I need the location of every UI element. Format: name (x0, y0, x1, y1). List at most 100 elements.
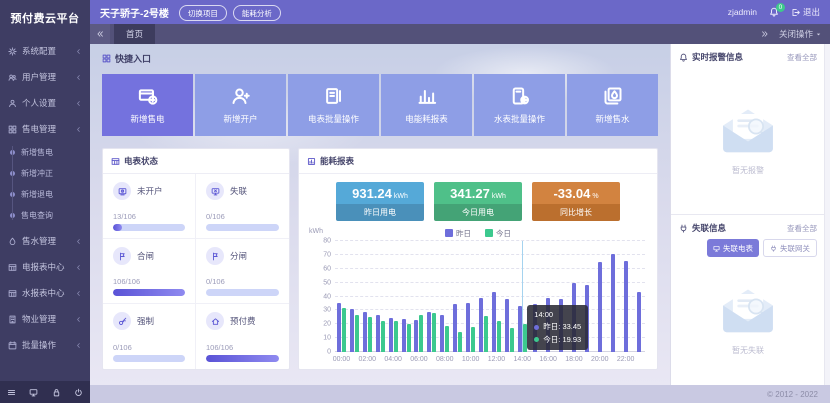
y-tick-label: 0 (327, 348, 331, 356)
tooltip-title: 14:00 (534, 309, 554, 319)
sidebar-item-0[interactable]: 系统配置 (0, 38, 90, 64)
bar-group-23:00[interactable] (632, 241, 645, 352)
bar-group-08:00[interactable] (438, 241, 451, 352)
chart-bar (362, 312, 367, 352)
offline-view-all-link[interactable]: 查看全部 (787, 223, 817, 233)
energy-stat-label: 同比增长 (532, 204, 620, 221)
monitor-x-icon (211, 187, 220, 196)
quick-button-label: 电表批量操作 (307, 113, 359, 124)
offline-empty-text: 暂无失联 (732, 346, 764, 355)
sidebar-item-6[interactable]: 水报表中心 (0, 280, 90, 306)
meter-icon (118, 187, 127, 196)
footer: © 2012 - 2022 (90, 385, 830, 403)
sidebar-item-4[interactable]: 售水管理 (0, 228, 90, 254)
close-operations-dropdown[interactable]: 关闭操作 (779, 28, 822, 40)
tab-bar-right: 关闭操作 (761, 24, 830, 44)
quick-button-3[interactable]: 电能耗报表 (381, 74, 472, 136)
chev-left-icon (75, 238, 82, 245)
meter-cell-top: 强制 (113, 312, 185, 330)
alarm-view-all-link[interactable]: 查看全部 (787, 52, 817, 62)
header-button-0[interactable]: 切换项目 (178, 5, 227, 22)
meter-progress-track (113, 289, 185, 296)
bar-group-20:00[interactable] (593, 241, 606, 352)
quick-button-5[interactable]: 新增售水 (567, 74, 658, 136)
tab-bar: 首页 关闭操作 (90, 24, 830, 44)
offline-tab-label: 失联网关 (780, 243, 810, 253)
bar-group-07:00[interactable] (425, 241, 438, 352)
bar-group-13:00[interactable] (503, 241, 516, 352)
sidebar-subitem[interactable]: 新增退电 (0, 184, 90, 205)
chart-axis-pointer (522, 241, 524, 352)
sidebar-item-5[interactable]: 电报表中心 (0, 254, 90, 280)
meter-cell-value: 106/106 (206, 343, 234, 352)
quick-button-4[interactable]: 水表批量操作 (474, 74, 565, 136)
bar-group-09:00[interactable] (451, 241, 464, 352)
app-logo: 预付费云平台 (10, 13, 80, 25)
plug-icon (770, 245, 777, 252)
header-button-1[interactable]: 能耗分析 (232, 5, 281, 22)
quick-button-2[interactable]: 电表批量操作 (288, 74, 379, 136)
legend-item[interactable]: 昨日 (445, 228, 471, 239)
quick-button-label: 电能耗报表 (405, 113, 448, 124)
sidebar-item-2[interactable]: 个人设置 (0, 90, 90, 116)
chart-plot[interactable]: 0 10 20 30 40 50 60 70 80 14:00 昨日: 33.45 今日: 19.93 (323, 238, 645, 356)
chart-bar (367, 316, 372, 352)
monitor-icon (713, 245, 720, 252)
chart-bars (335, 241, 645, 352)
quick-button-0[interactable]: 新增售电 (102, 74, 193, 136)
sidebar-subitem[interactable]: 新增冲正 (0, 163, 90, 184)
alarm-empty-state: 暂无报警 (671, 68, 825, 214)
grid-line: 70 (323, 251, 645, 258)
bar-group-01:00[interactable] (348, 241, 361, 352)
sidebar-item-1[interactable]: 用户管理 (0, 64, 90, 90)
meter-cell-value: 0/106 (206, 277, 225, 286)
chart-bar (414, 320, 419, 352)
offline-tab-0[interactable]: 失联电表 (707, 239, 759, 257)
sidebar-collapse-button[interactable] (90, 24, 110, 44)
offline-tab-1[interactable]: 失联网关 (763, 239, 817, 257)
bar-group-03:00[interactable] (374, 241, 387, 352)
meter-cell-top: 合闸 (113, 247, 185, 265)
energy-report-title: 能耗报表 (320, 156, 355, 166)
sidebar-subitem-label: 售电查询 (21, 211, 53, 220)
meter-status-card: 电表状态 未开户 13/106 失联 0/106 合闸 106/106 分闸 0/106 强制 0… (102, 148, 290, 370)
key-icon (118, 317, 127, 326)
sidebar-subitem[interactable]: 售电查询 (0, 205, 90, 226)
notifications-button[interactable]: 0 (769, 3, 785, 17)
bar-group-02:00[interactable] (361, 241, 374, 352)
chev-left-icon (75, 316, 82, 323)
bar-group-12:00[interactable] (490, 241, 503, 352)
menu-icon[interactable] (7, 388, 16, 397)
building-icon (8, 315, 17, 324)
bar-group-06:00[interactable] (413, 241, 426, 352)
username[interactable]: zjadmin (727, 7, 757, 17)
grid-icon (102, 54, 111, 63)
tab-home[interactable]: 首页 (114, 24, 156, 44)
bar-group-11:00[interactable] (477, 241, 490, 352)
header-buttons: 切换项目 能耗分析 (178, 3, 287, 22)
y-tick-label: 50 (323, 279, 331, 287)
tooltip-row: 昨日: 33.45 (534, 321, 581, 333)
bar-group-05:00[interactable] (400, 241, 413, 352)
meter-status-cell-1: 失联 0/106 (196, 174, 289, 239)
meter-status-cell-0: 未开户 13/106 (103, 174, 196, 239)
bar-group-00:00[interactable] (335, 241, 348, 352)
sidebar-subitem[interactable]: 新增售电 (0, 142, 90, 163)
sidebar-item-3[interactable]: 售电管理 (0, 116, 90, 142)
sidebar-item-7[interactable]: 物业管理 (0, 306, 90, 332)
key-icon-badge (113, 312, 131, 330)
power-icon[interactable] (74, 388, 83, 397)
lock-icon[interactable] (52, 388, 61, 397)
bar-group-22:00[interactable] (619, 241, 632, 352)
chev-left-icon (75, 126, 82, 133)
bar-group-14:00[interactable] (516, 241, 529, 352)
tabs-scroll-right-icon[interactable] (761, 30, 769, 38)
bar-group-04:00[interactable] (387, 241, 400, 352)
bar-group-10:00[interactable] (464, 241, 477, 352)
monitor-icon[interactable] (29, 388, 38, 397)
quick-button-1[interactable]: 新增开户 (195, 74, 286, 136)
sidebar-item-8[interactable]: 批量操作 (0, 332, 90, 358)
logout-button[interactable]: 退出 (791, 6, 820, 18)
legend-item[interactable]: 今日 (485, 228, 511, 239)
bar-group-21:00[interactable] (606, 241, 619, 352)
